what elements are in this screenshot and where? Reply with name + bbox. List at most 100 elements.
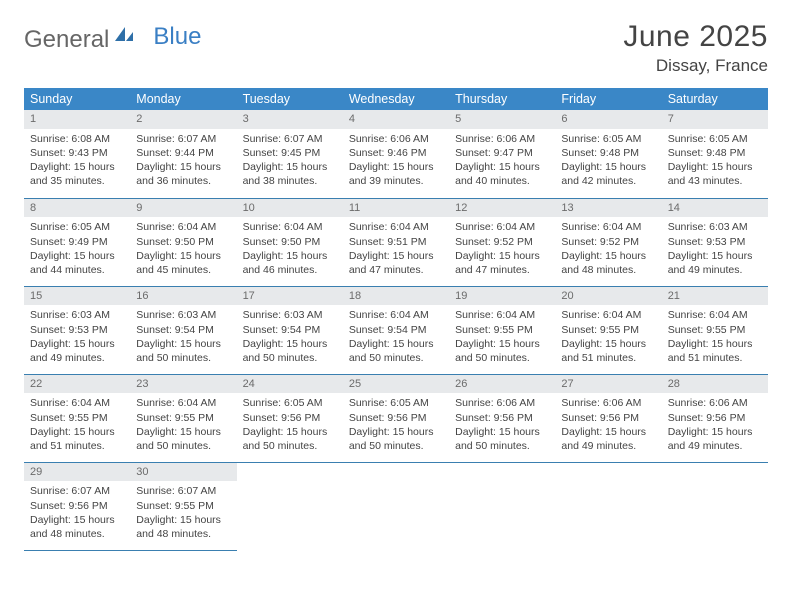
day-number: 19 — [449, 287, 555, 306]
daylight-text-2: and 49 minutes. — [561, 439, 655, 453]
logo: General Blue — [24, 26, 201, 54]
daylight-text-2: and 35 minutes. — [30, 174, 124, 188]
day-number: 11 — [343, 199, 449, 218]
day-number: 25 — [343, 375, 449, 394]
sunset-text: Sunset: 9:56 PM — [455, 411, 549, 425]
day-body: Sunrise: 6:04 AMSunset: 9:55 PMDaylight:… — [555, 305, 661, 369]
sunrise-text: Sunrise: 6:07 AM — [136, 132, 230, 146]
daylight-text-2: and 49 minutes. — [30, 351, 124, 365]
sunrise-text: Sunrise: 6:04 AM — [349, 220, 443, 234]
daylight-text-2: and 40 minutes. — [455, 174, 549, 188]
calendar-day-cell: 23Sunrise: 6:04 AMSunset: 9:55 PMDayligh… — [130, 374, 236, 462]
day-number: 16 — [130, 287, 236, 306]
daylight-text-2: and 46 minutes. — [243, 263, 337, 277]
calendar-day-cell — [237, 462, 343, 550]
calendar-day-cell: 11Sunrise: 6:04 AMSunset: 9:51 PMDayligh… — [343, 198, 449, 286]
day-body: Sunrise: 6:04 AMSunset: 9:55 PMDaylight:… — [449, 305, 555, 369]
day-body: Sunrise: 6:07 AMSunset: 9:56 PMDaylight:… — [24, 481, 130, 545]
day-body: Sunrise: 6:04 AMSunset: 9:52 PMDaylight:… — [449, 217, 555, 281]
daylight-text-2: and 45 minutes. — [136, 263, 230, 277]
calendar-day-cell — [343, 462, 449, 550]
logo-sail-icon — [113, 22, 135, 50]
calendar-table: Sunday Monday Tuesday Wednesday Thursday… — [24, 88, 768, 551]
daylight-text-2: and 50 minutes. — [243, 439, 337, 453]
daylight-text-1: Daylight: 15 hours — [668, 337, 762, 351]
sunset-text: Sunset: 9:55 PM — [136, 499, 230, 513]
sunrise-text: Sunrise: 6:04 AM — [455, 220, 549, 234]
weekday-header: Saturday — [662, 88, 768, 110]
calendar-day-cell: 21Sunrise: 6:04 AMSunset: 9:55 PMDayligh… — [662, 286, 768, 374]
daylight-text-1: Daylight: 15 hours — [30, 160, 124, 174]
daylight-text-2: and 44 minutes. — [30, 263, 124, 277]
day-body: Sunrise: 6:03 AMSunset: 9:53 PMDaylight:… — [24, 305, 130, 369]
day-number: 18 — [343, 287, 449, 306]
sunset-text: Sunset: 9:48 PM — [561, 146, 655, 160]
day-body: Sunrise: 6:06 AMSunset: 9:56 PMDaylight:… — [449, 393, 555, 457]
weekday-header: Tuesday — [237, 88, 343, 110]
daylight-text-2: and 51 minutes. — [668, 351, 762, 365]
day-body: Sunrise: 6:06 AMSunset: 9:56 PMDaylight:… — [555, 393, 661, 457]
daylight-text-1: Daylight: 15 hours — [561, 160, 655, 174]
daylight-text-1: Daylight: 15 hours — [349, 249, 443, 263]
calendar-day-cell: 17Sunrise: 6:03 AMSunset: 9:54 PMDayligh… — [237, 286, 343, 374]
sunrise-text: Sunrise: 6:05 AM — [30, 220, 124, 234]
day-body: Sunrise: 6:06 AMSunset: 9:56 PMDaylight:… — [662, 393, 768, 457]
daylight-text-1: Daylight: 15 hours — [136, 425, 230, 439]
calendar-day-cell: 14Sunrise: 6:03 AMSunset: 9:53 PMDayligh… — [662, 198, 768, 286]
daylight-text-1: Daylight: 15 hours — [136, 160, 230, 174]
sunset-text: Sunset: 9:48 PM — [668, 146, 762, 160]
day-number: 29 — [24, 463, 130, 482]
sunrise-text: Sunrise: 6:05 AM — [349, 396, 443, 410]
day-body: Sunrise: 6:04 AMSunset: 9:50 PMDaylight:… — [130, 217, 236, 281]
sunrise-text: Sunrise: 6:07 AM — [136, 484, 230, 498]
sunrise-text: Sunrise: 6:03 AM — [243, 308, 337, 322]
calendar-day-cell: 20Sunrise: 6:04 AMSunset: 9:55 PMDayligh… — [555, 286, 661, 374]
calendar-week-row: 8Sunrise: 6:05 AMSunset: 9:49 PMDaylight… — [24, 198, 768, 286]
calendar-day-cell: 16Sunrise: 6:03 AMSunset: 9:54 PMDayligh… — [130, 286, 236, 374]
day-body: Sunrise: 6:05 AMSunset: 9:56 PMDaylight:… — [237, 393, 343, 457]
sunset-text: Sunset: 9:47 PM — [455, 146, 549, 160]
daylight-text-1: Daylight: 15 hours — [243, 337, 337, 351]
day-body: Sunrise: 6:04 AMSunset: 9:51 PMDaylight:… — [343, 217, 449, 281]
day-number: 21 — [662, 287, 768, 306]
daylight-text-2: and 50 minutes. — [136, 439, 230, 453]
weekday-header-row: Sunday Monday Tuesday Wednesday Thursday… — [24, 88, 768, 110]
sunset-text: Sunset: 9:54 PM — [136, 323, 230, 337]
daylight-text-2: and 50 minutes. — [349, 439, 443, 453]
daylight-text-2: and 42 minutes. — [561, 174, 655, 188]
calendar-day-cell: 8Sunrise: 6:05 AMSunset: 9:49 PMDaylight… — [24, 198, 130, 286]
sunset-text: Sunset: 9:45 PM — [243, 146, 337, 160]
daylight-text-1: Daylight: 15 hours — [349, 425, 443, 439]
sunrise-text: Sunrise: 6:05 AM — [243, 396, 337, 410]
sunset-text: Sunset: 9:56 PM — [30, 499, 124, 513]
calendar-day-cell: 6Sunrise: 6:05 AMSunset: 9:48 PMDaylight… — [555, 110, 661, 198]
sunrise-text: Sunrise: 6:06 AM — [561, 396, 655, 410]
sunset-text: Sunset: 9:55 PM — [136, 411, 230, 425]
sunrise-text: Sunrise: 6:05 AM — [668, 132, 762, 146]
day-body: Sunrise: 6:06 AMSunset: 9:47 PMDaylight:… — [449, 129, 555, 193]
calendar-day-cell — [662, 462, 768, 550]
sunset-text: Sunset: 9:50 PM — [136, 235, 230, 249]
calendar-day-cell: 15Sunrise: 6:03 AMSunset: 9:53 PMDayligh… — [24, 286, 130, 374]
day-body: Sunrise: 6:08 AMSunset: 9:43 PMDaylight:… — [24, 129, 130, 193]
daylight-text-1: Daylight: 15 hours — [30, 425, 124, 439]
daylight-text-2: and 47 minutes. — [455, 263, 549, 277]
sunrise-text: Sunrise: 6:03 AM — [668, 220, 762, 234]
day-number: 15 — [24, 287, 130, 306]
daylight-text-1: Daylight: 15 hours — [243, 249, 337, 263]
daylight-text-2: and 47 minutes. — [349, 263, 443, 277]
day-body: Sunrise: 6:05 AMSunset: 9:56 PMDaylight:… — [343, 393, 449, 457]
day-number: 17 — [237, 287, 343, 306]
calendar-day-cell: 25Sunrise: 6:05 AMSunset: 9:56 PMDayligh… — [343, 374, 449, 462]
calendar-day-cell — [555, 462, 661, 550]
day-number: 7 — [662, 110, 768, 129]
daylight-text-1: Daylight: 15 hours — [349, 160, 443, 174]
sunrise-text: Sunrise: 6:07 AM — [30, 484, 124, 498]
sunset-text: Sunset: 9:49 PM — [30, 235, 124, 249]
daylight-text-1: Daylight: 15 hours — [561, 249, 655, 263]
daylight-text-2: and 49 minutes. — [668, 263, 762, 277]
day-body: Sunrise: 6:04 AMSunset: 9:54 PMDaylight:… — [343, 305, 449, 369]
sunrise-text: Sunrise: 6:03 AM — [136, 308, 230, 322]
sunrise-text: Sunrise: 6:04 AM — [243, 220, 337, 234]
sunrise-text: Sunrise: 6:04 AM — [136, 396, 230, 410]
